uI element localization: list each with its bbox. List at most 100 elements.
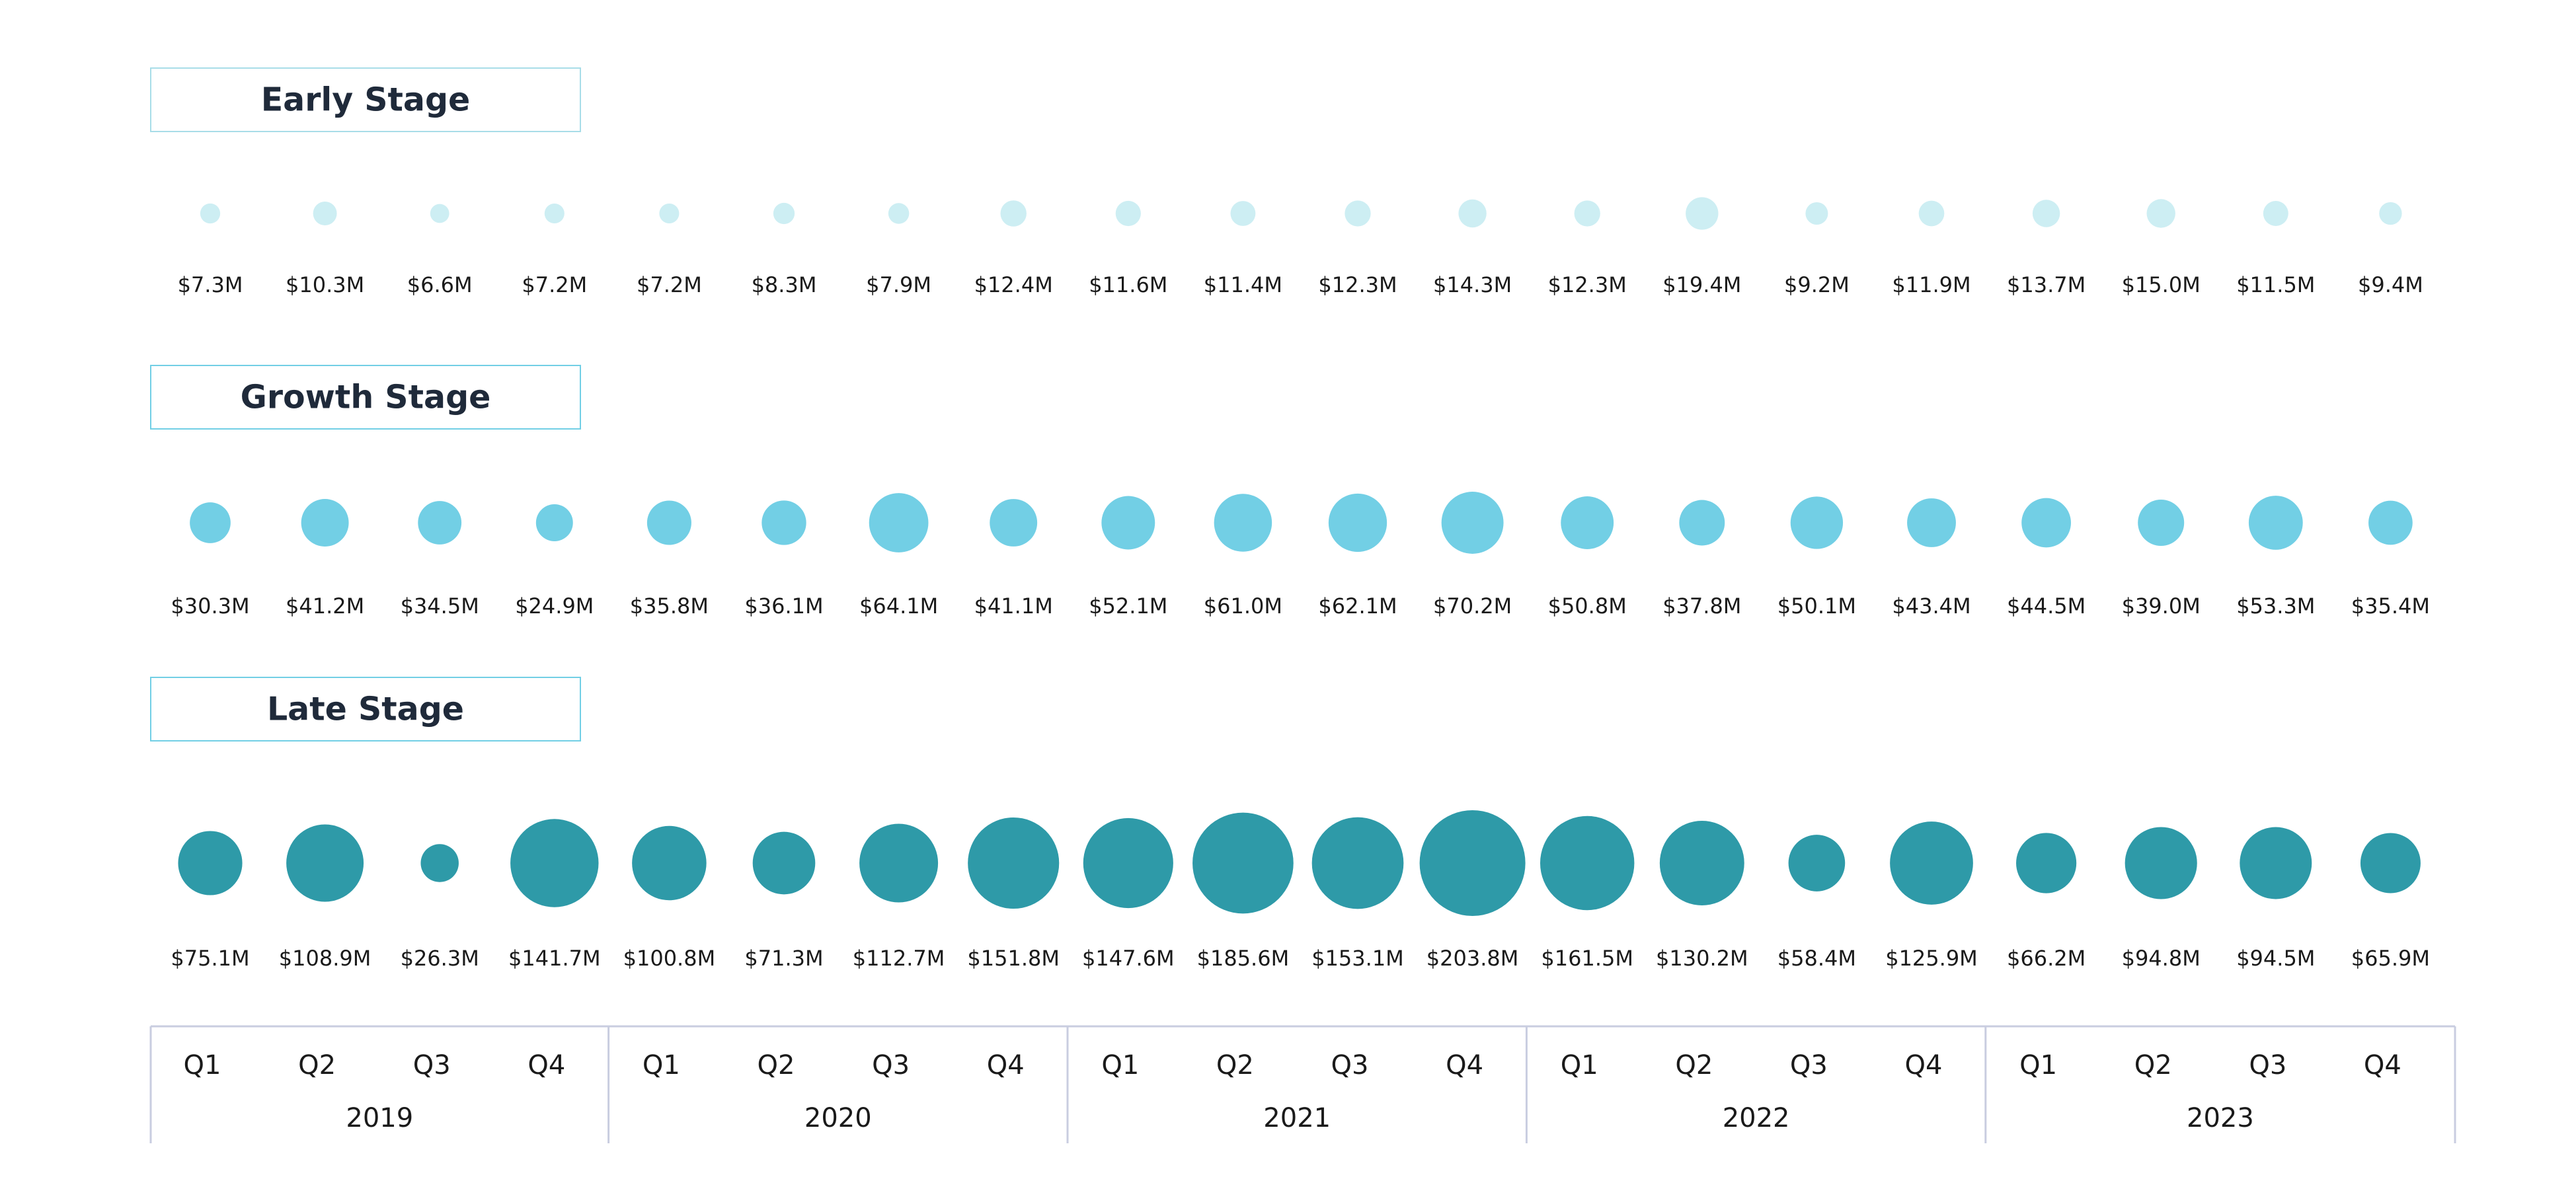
growth-stage-bubble: [535, 504, 573, 541]
late-stage-value-label: $58.4M: [1777, 946, 1856, 971]
late-stage-bubble: [632, 825, 707, 901]
growth-stage-bubble: [2248, 496, 2303, 550]
early-stage-bubble: [1574, 200, 1600, 227]
early-stage-value-label: $7.3M: [178, 272, 243, 297]
early-stage-value-label: $12.3M: [1548, 272, 1627, 297]
early-stage-title: Early Stage: [261, 81, 471, 119]
early-stage-value-label: $15.0M: [2122, 272, 2201, 297]
early-stage-value-label: $11.9M: [1892, 272, 1971, 297]
growth-stage-bubble: [1561, 496, 1614, 549]
quarter-label: Q1: [1101, 1050, 1139, 1081]
growth-stage-bubble: [869, 493, 929, 552]
early-stage-bubble: [2263, 201, 2288, 226]
growth-stage-value-label: $24.9M: [515, 593, 594, 619]
year-label: 2021: [1263, 1103, 1331, 1133]
late-stage-value-label: $100.8M: [623, 946, 716, 971]
early-stage-bubble: [659, 203, 680, 224]
early-stage-value-label: $7.2M: [522, 272, 587, 297]
early-stage-value-label: $11.5M: [2236, 272, 2315, 297]
late-stage-value-label: $65.9M: [2351, 946, 2430, 971]
early-stage-bubble: [200, 203, 221, 224]
quarter-label: Q2: [758, 1050, 795, 1081]
late-stage-bubble: [2016, 833, 2077, 893]
early-stage-bubble: [430, 204, 449, 223]
late-stage-value-label: $71.3M: [744, 946, 823, 971]
quarter-label: Q4: [1446, 1050, 1483, 1081]
late-stage-value-label: $203.8M: [1426, 946, 1519, 971]
late-stage-bubble: [2360, 833, 2421, 893]
growth-stage-bubble: [2368, 500, 2413, 545]
late-stage-value-label: $151.8M: [967, 946, 1060, 971]
growth-stage-bubble: [1907, 498, 1956, 547]
growth-stage-title: Growth Stage: [241, 379, 491, 416]
growth-stage-value-label: $37.8M: [1662, 593, 1741, 619]
late-stage-bubble: [420, 844, 459, 882]
growth-stage-value-label: $41.2M: [286, 593, 364, 619]
early-stage-bubble: [888, 203, 910, 224]
late-stage-value-label: $108.9M: [279, 946, 371, 971]
growth-stage-title-box: [150, 365, 581, 430]
growth-stage-bubble: [301, 499, 349, 547]
early-stage-value-label: $11.4M: [1204, 272, 1282, 297]
growth-stage-value-label: $70.2M: [1433, 593, 1512, 619]
quarter-label: Q2: [1675, 1050, 1713, 1081]
late-stage-value-label: $26.3M: [401, 946, 479, 971]
quarter-label: Q1: [184, 1050, 221, 1081]
quarter-label: Q4: [987, 1050, 1025, 1081]
quarter-label: Q3: [1331, 1050, 1369, 1081]
early-stage-value-label: $11.6M: [1089, 272, 1167, 297]
late-stage-value-label: $125.9M: [1885, 946, 1978, 971]
growth-stage-value-label: $41.1M: [974, 593, 1053, 619]
growth-stage-bubble: [761, 500, 806, 545]
growth-stage-value-label: $35.8M: [630, 593, 709, 619]
late-stage-bubble: [1659, 821, 1744, 905]
quarter-label: Q1: [1561, 1050, 1598, 1081]
early-stage-value-label: $9.2M: [1784, 272, 1850, 297]
growth-stage-value-label: $43.4M: [1892, 593, 1971, 619]
early-stage-value-label: $12.3M: [1318, 272, 1397, 297]
early-stage-value-label: $14.3M: [1433, 272, 1512, 297]
growth-stage-value-label: $53.3M: [2236, 593, 2315, 619]
early-stage-bubble: [1805, 202, 1828, 225]
late-stage-value-label: $185.6M: [1197, 946, 1290, 971]
growth-stage-value-label: $39.0M: [2122, 593, 2201, 619]
year-label: 2019: [346, 1103, 413, 1133]
early-stage-value-label: $12.4M: [974, 272, 1053, 297]
growth-stage-value-label: $35.4M: [2351, 593, 2430, 619]
late-stage-value-label: $112.7M: [853, 946, 945, 971]
late-stage-bubble: [1311, 817, 1404, 909]
early-stage-bubble: [2146, 199, 2175, 228]
early-stage-value-label: $7.9M: [866, 272, 931, 297]
growth-stage-value-label: $50.1M: [1777, 593, 1856, 619]
early-stage-value-label: $8.3M: [752, 272, 817, 297]
quarter-label: Q3: [413, 1050, 451, 1081]
early-stage-bubble: [773, 202, 795, 225]
growth-stage-bubble: [418, 501, 462, 545]
late-stage-value-label: $130.2M: [1656, 946, 1748, 971]
early-stage-bubble: [1230, 201, 1256, 226]
late-stage-bubble: [1788, 835, 1846, 892]
late-stage-value-label: $66.2M: [2007, 946, 2086, 971]
quarter-label: Q2: [1216, 1050, 1254, 1081]
early-stage-value-label: $7.2M: [637, 272, 702, 297]
growth-stage-value-label: $62.1M: [1318, 593, 1397, 619]
growth-stage-bubble: [1214, 494, 1272, 552]
early-stage-bubble: [2379, 202, 2402, 225]
late-stage-value-label: $94.5M: [2236, 946, 2315, 971]
late-stage-bubble: [752, 831, 816, 895]
quarter-label: Q1: [2019, 1050, 2057, 1081]
quarter-label: Q3: [872, 1050, 910, 1081]
early-stage-bubble: [2032, 200, 2060, 227]
late-stage-value-label: $147.6M: [1082, 946, 1175, 971]
late-stage-bubble: [1890, 821, 1973, 905]
growth-stage-bubble: [1328, 493, 1387, 552]
year-label: 2020: [804, 1103, 872, 1133]
growth-stage-value-label: $50.8M: [1548, 593, 1627, 619]
late-stage-bubble: [1083, 817, 1173, 909]
growth-stage-value-label: $52.1M: [1089, 593, 1167, 619]
growth-stage-bubble: [1101, 496, 1155, 550]
quarter-label: Q3: [1790, 1050, 1828, 1081]
growth-stage-bubble: [1441, 492, 1504, 554]
late-stage-title: Late Stage: [267, 691, 464, 728]
late-stage-bubble: [2240, 827, 2312, 899]
